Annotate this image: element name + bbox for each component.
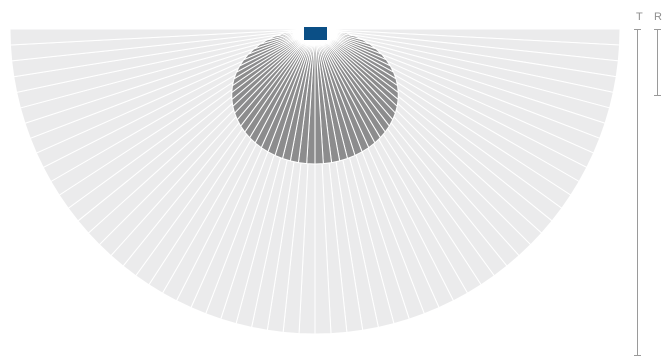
outer-segment-60 [9,28,316,46]
r-scale-bar [654,29,661,96]
light-source-block [304,27,327,40]
r-axis-label: R [654,11,663,23]
inner-distribution-fan [231,28,399,165]
t-scale-bar [634,29,641,356]
t-axis-label: T [636,11,644,23]
